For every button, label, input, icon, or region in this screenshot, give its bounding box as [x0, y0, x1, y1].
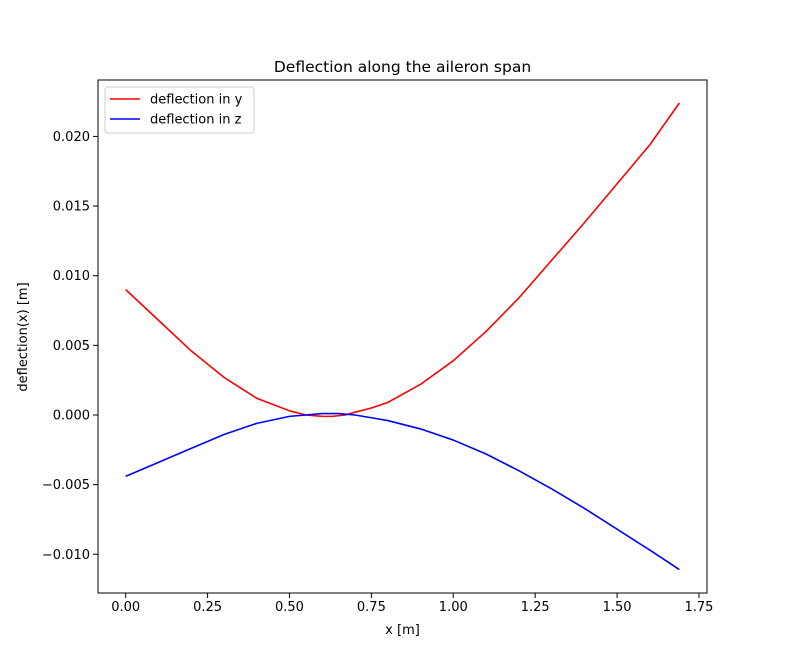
series-layer: [125, 102, 680, 571]
y-tick-label: −0.010: [42, 548, 90, 563]
plot-frame: [97, 79, 708, 594]
series-line-2: [125, 412, 680, 571]
y-axis-label: deflection(x) [m]: [16, 282, 31, 391]
legend: deflection in y deflection in z: [104, 86, 255, 134]
axes-layer: 0.00 0.25 0.50 0.75 1.00 1.25 1.50 1.75 −0.010 −0…: [42, 79, 713, 615]
y-tick-label: 0.010: [53, 269, 90, 284]
x-tick-label: 1.75: [684, 600, 713, 615]
x-tick-label: 0.50: [275, 600, 304, 615]
legend-label: deflection in z: [150, 113, 242, 128]
legend-box: [104, 86, 255, 134]
y-tick-label: 0.005: [53, 339, 90, 354]
y-tick-label: 0.000: [53, 408, 90, 423]
x-tick-label: 1.25: [521, 600, 550, 615]
x-tick-label: 0.00: [111, 600, 140, 615]
x-tick-label: 1.00: [439, 600, 468, 615]
y-tick-label: 0.020: [53, 130, 90, 145]
chart-title: Deflection along the aileron span: [274, 58, 531, 76]
series-line-1: [125, 102, 680, 418]
x-tick-label: 1.50: [603, 600, 632, 615]
x-tick-label: 0.75: [357, 600, 386, 615]
y-tick-label: 0.015: [53, 200, 90, 215]
x-axis-label: x [m]: [385, 623, 420, 638]
y-tick-label: −0.005: [42, 478, 90, 493]
x-tick-label: 0.25: [193, 600, 222, 615]
legend-label: deflection in y: [150, 93, 243, 108]
